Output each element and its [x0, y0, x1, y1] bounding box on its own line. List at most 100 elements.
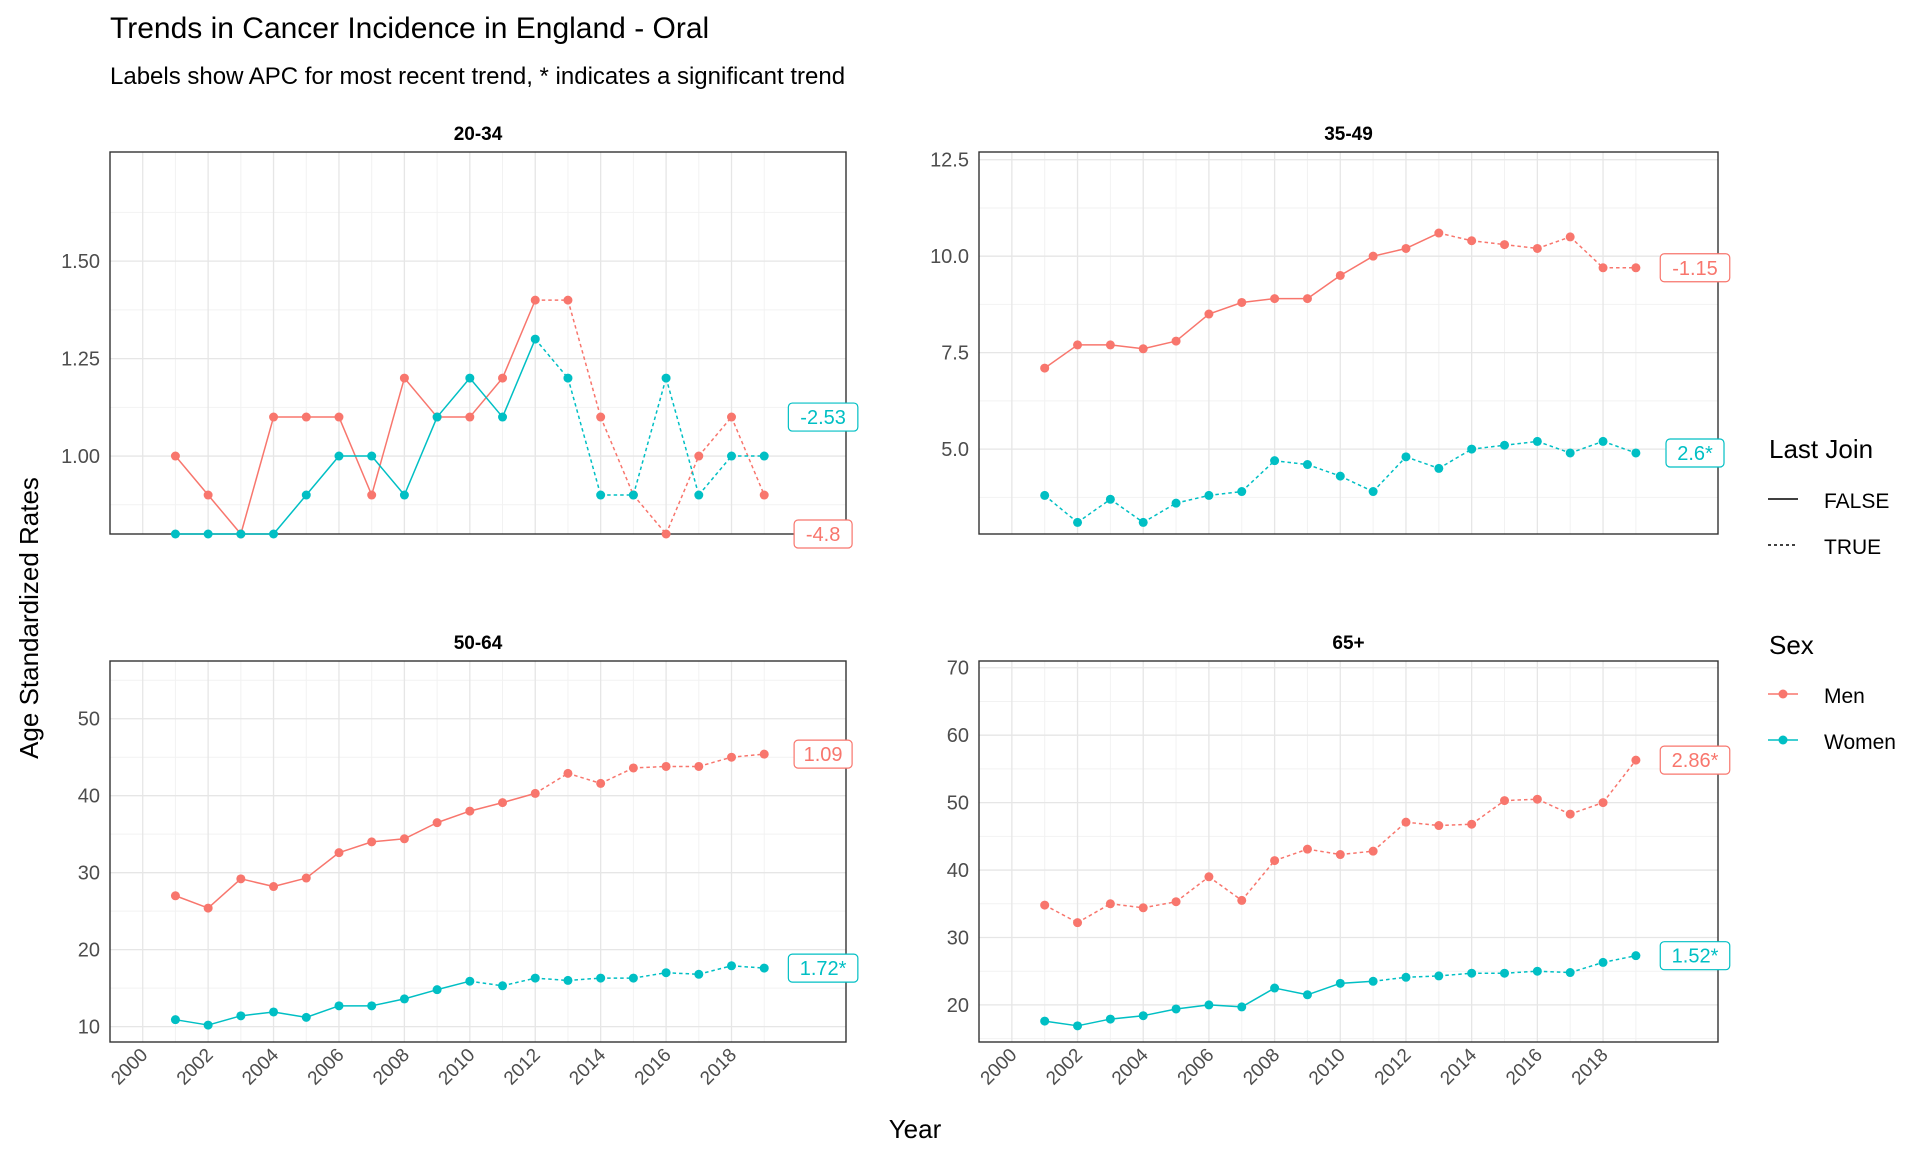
series-segment-women — [436, 980, 471, 991]
series-segment-women — [567, 377, 602, 496]
data-point-men — [269, 882, 279, 892]
legend-last-join-title: Last Join — [1769, 434, 1873, 464]
data-point-women — [661, 373, 671, 383]
data-point-women — [1204, 1000, 1214, 1010]
data-point-men — [1302, 844, 1312, 854]
series-segment-women — [371, 998, 405, 1007]
apc-label-women: 1.52* — [1672, 946, 1719, 968]
series-segment-men — [338, 841, 372, 854]
data-point-men — [1171, 336, 1181, 346]
series-segment-men — [1372, 247, 1407, 257]
data-point-women — [1302, 990, 1312, 1000]
x-tick-label: 2010 — [1305, 1045, 1350, 1090]
data-point-men — [1335, 270, 1345, 280]
apc-label-box-men — [793, 519, 853, 549]
series-segment-men — [371, 838, 405, 843]
panel-border — [109, 151, 847, 535]
data-point-women — [1105, 494, 1115, 504]
series-segment-women — [1405, 456, 1440, 470]
series-segment-men — [1143, 340, 1177, 350]
data-point-women — [432, 412, 442, 422]
data-point-men — [236, 874, 246, 884]
series-segment-men — [273, 877, 307, 888]
series-segment-women — [1339, 475, 1374, 493]
apc-label-women: 2.6* — [1677, 443, 1713, 465]
series-segment-women — [501, 338, 536, 418]
data-point-women — [1105, 1014, 1115, 1024]
data-point-men — [399, 373, 409, 383]
series-segment-men — [665, 455, 700, 535]
series-segment-men — [1175, 876, 1210, 903]
legend-women-label: Women — [1824, 731, 1896, 754]
data-point-men — [1500, 796, 1510, 806]
data-point-men — [1434, 228, 1444, 238]
series-segment-men — [632, 494, 667, 535]
series-segment-men — [1175, 313, 1210, 342]
series-segment-men — [436, 810, 471, 824]
series-segment-women — [1340, 980, 1374, 985]
series-segment-men — [1208, 301, 1243, 315]
series-segment-men — [1602, 759, 1637, 804]
data-point-men — [1467, 819, 1477, 829]
x-tick-label: 2014 — [1436, 1044, 1481, 1089]
data-point-women — [1401, 972, 1411, 982]
series-segment-men — [1077, 903, 1111, 924]
y-tick-label: 30 — [78, 863, 100, 885]
data-point-women — [1434, 971, 1444, 981]
y-tick-label: 7.5 — [941, 343, 969, 365]
data-point-men — [170, 891, 180, 901]
y-tick-label: 50 — [78, 709, 100, 731]
legend-men-label: Men — [1824, 685, 1865, 708]
series-segment-men — [1438, 232, 1472, 242]
data-point-women — [1368, 976, 1378, 986]
data-point-men — [563, 295, 573, 305]
data-point-women — [596, 490, 606, 500]
data-point-men — [1401, 817, 1411, 827]
series-segment-women — [1373, 976, 1407, 983]
data-point-women — [1270, 983, 1280, 993]
data-point-women — [661, 968, 671, 978]
series-segment-women — [535, 977, 569, 982]
data-point-men — [1368, 251, 1378, 261]
series-segment-men — [1044, 904, 1078, 924]
series-segment-men — [1537, 798, 1571, 815]
data-point-women — [269, 1007, 279, 1017]
data-point-women — [1434, 463, 1444, 473]
data-point-men — [1500, 240, 1510, 250]
data-point-men — [1040, 363, 1050, 373]
series-segment-men — [1471, 799, 1505, 825]
y-axis-label: Age Standardized Rates — [14, 477, 44, 759]
series-segment-men — [1504, 798, 1538, 802]
series-segment-men — [305, 852, 340, 879]
data-point-women — [498, 981, 508, 991]
data-point-women — [1270, 456, 1280, 466]
series-segment-men — [207, 494, 242, 535]
series-segment-women — [1307, 982, 1341, 996]
series-segment-women — [1471, 444, 1505, 450]
series-segment-men — [1372, 821, 1407, 852]
series-segment-women — [469, 980, 503, 987]
data-point-men — [203, 490, 213, 500]
data-point-women — [236, 1011, 246, 1021]
apc-label-men: 2.86* — [1672, 750, 1719, 772]
data-point-men — [727, 752, 737, 762]
data-point-men — [1532, 794, 1542, 804]
series-segment-men — [1274, 848, 1308, 862]
y-tick-label: 30 — [947, 927, 969, 949]
series-segment-men — [534, 772, 569, 795]
data-point-women — [432, 985, 442, 995]
x-tick-label: 2000 — [977, 1045, 1022, 1090]
series-segment-women — [1175, 494, 1210, 504]
y-tick-label: 20 — [947, 995, 969, 1017]
series-segment-women — [665, 377, 700, 496]
y-tick-label: 60 — [947, 725, 969, 747]
panel-strip-label: 20-34 — [454, 124, 503, 145]
series-segment-women — [1602, 954, 1637, 964]
data-point-men — [596, 778, 606, 788]
data-point-women — [1335, 978, 1345, 988]
data-point-women — [1532, 966, 1542, 976]
apc-label-men: 1.09 — [804, 744, 843, 766]
data-point-men — [1171, 897, 1181, 907]
panel-border — [109, 660, 847, 1043]
